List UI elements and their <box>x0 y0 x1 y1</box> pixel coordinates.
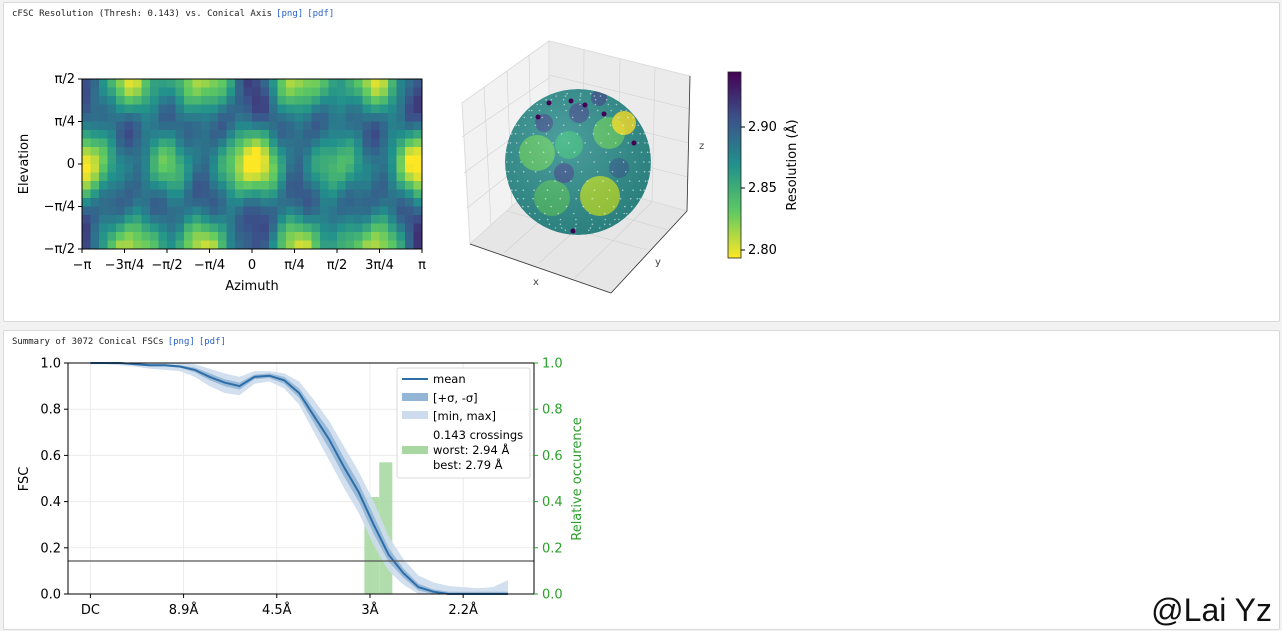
heatmap-ytick-label: 0 <box>67 157 75 172</box>
legend-best-label: best: 2.79 Å <box>433 457 503 472</box>
heatmap-ytick-label: −π/2 <box>44 242 75 257</box>
fsc-legend: mean [+σ, -σ] [min, max] 0.143 crossings… <box>396 367 531 479</box>
axis3d-x-label: x <box>533 277 539 288</box>
fsc-ytick-label: 0.8 <box>40 403 61 418</box>
fsc-xtick-label: DC <box>81 603 100 618</box>
panel1-pdf-link[interactable]: [pdf] <box>307 9 335 19</box>
heatmap-ticks: −π −3π/4 −π/2 −π/4 0 π/4 π/2 3π/4 π π/2 π/4 0 −π/4 −π… <box>44 72 426 273</box>
panel1-title: cFSC Resolution (Thresh: 0.143) vs. Coni… <box>12 9 273 19</box>
fsc-ytick-label: 0.6 <box>40 449 61 464</box>
legend-minmax-label: [min, max] <box>433 409 496 423</box>
occurence-ytick-label: 1.0 <box>542 357 563 372</box>
heatmap-xtick-label: −3π/4 <box>105 258 145 273</box>
heatmap-ytick-label: π/4 <box>55 115 75 130</box>
fsc-ticks: 0.0 0.2 0.4 0.6 0.8 1.0 0.0 0.2 0.4 0.6 0.8 1.0 DC 8.… <box>40 357 562 619</box>
fsc-xtick-label: 4.5Å <box>262 602 292 618</box>
axis3d-y-label: y <box>655 257 661 268</box>
cfsc-resolution-panel: cFSC Resolution (Thresh: 0.143) vs. Coni… <box>3 2 1280 322</box>
heatmap-xtick-label: π/4 <box>284 258 304 273</box>
fsc-xtick-label: 8.9Å <box>169 602 199 618</box>
fsc-xtick-label: 3Å <box>361 602 378 618</box>
fsc-ytick-label: 0.0 <box>40 588 61 603</box>
panel1-png-link[interactable]: [png] <box>276 9 304 19</box>
colorbar-tick-2: 2.80 <box>748 243 777 258</box>
legend-mean-label: mean <box>433 372 466 386</box>
heatmap-xtick-label: −π/2 <box>151 258 182 273</box>
legend-sigma-swatch <box>402 393 428 401</box>
heatmap-xtick-label: π/2 <box>327 258 347 273</box>
occurence-ytick-label: 0.4 <box>542 495 563 510</box>
fsc-frame <box>67 362 535 595</box>
panel2-title-row: Summary of 3072 Conical FSCs [png] [pdf] <box>12 337 226 347</box>
panel2-pdf-link[interactable]: [pdf] <box>198 337 226 347</box>
legend-hist-swatch <box>402 446 428 454</box>
occurence-ytick-label: 0.0 <box>542 588 563 603</box>
heatmap-xtick-label: 0 <box>248 258 256 273</box>
heatmap-cells <box>82 79 423 250</box>
heatmap-ytick-label: π/2 <box>55 72 75 87</box>
colorbar-tick-0: 2.90 <box>748 120 777 135</box>
heatmap-xlabel: Azimuth <box>225 279 279 294</box>
fsc-summary-figure: 0.0 0.2 0.4 0.6 0.8 1.0 0.0 0.2 0.4 0.6 0.8 1.0 DC 8.… <box>17 357 585 619</box>
panel2-title: Summary of 3072 Conical FSCs <box>12 337 164 347</box>
axes3d-edges <box>469 75 691 294</box>
watermark: @Lai Yz <box>1151 592 1272 628</box>
fsc-ytick-label: 0.4 <box>40 495 61 510</box>
heatmap-xtick-label: 3π/4 <box>365 258 394 273</box>
occurence-ytick-label: 0.2 <box>542 541 563 556</box>
mean-line <box>90 362 508 595</box>
panel1-figure: −π −3π/4 −π/2 −π/4 0 π/4 π/2 3π/4 π π/2 π/4 0 −π/4 −π… <box>17 40 800 294</box>
legend-minmax-swatch <box>402 411 428 419</box>
panel1-title-row: cFSC Resolution (Thresh: 0.143) vs. Coni… <box>12 9 334 19</box>
fsc-ytick-label: 0.2 <box>40 541 61 556</box>
legend-hist-label: 0.143 crossings <box>433 428 523 442</box>
fsc-ytick-label: 1.0 <box>40 357 61 372</box>
heatmap-xtick-label: π <box>418 258 426 273</box>
sphere-scatter <box>505 89 651 235</box>
occurence-ylabel: Relative occurence <box>570 417 585 541</box>
occurence-ytick-label: 0.6 <box>542 449 563 464</box>
heatmap-ylabel: Elevation <box>17 134 32 194</box>
heatmap-xtick-label: −π <box>73 258 92 273</box>
legend-worst-label: worst: 2.94 Å <box>433 442 509 457</box>
colorbar-tick-1: 2.85 <box>748 181 777 196</box>
heatmap-ytick-label: −π/4 <box>44 200 75 215</box>
legend-sigma-label: [+σ, -σ] <box>433 391 478 405</box>
fsc-xtick-label: 2.2Å <box>448 602 478 618</box>
fsc-ylabel: FSC <box>17 467 32 492</box>
colorbar-label: Resolution (Å) <box>784 119 800 210</box>
occurence-ytick-label: 0.8 <box>542 403 563 418</box>
heatmap-xtick-label: −π/4 <box>194 258 225 273</box>
axis3d-z-label: z <box>699 141 704 152</box>
panel2-png-link[interactable]: [png] <box>167 337 195 347</box>
colorbar <box>727 71 742 259</box>
conical-fsc-summary-panel: Summary of 3072 Conical FSCs [png] [pdf] 0… <box>3 330 1280 630</box>
colorbar-ticks <box>741 126 745 251</box>
